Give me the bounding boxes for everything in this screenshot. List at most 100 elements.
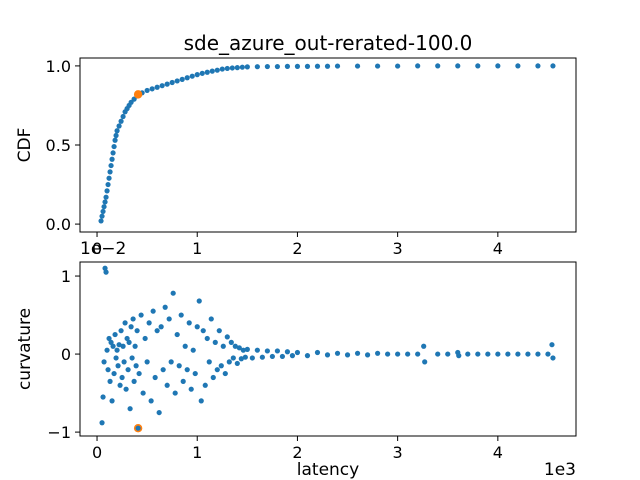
curvature-data-point	[495, 351, 501, 357]
curvature-data-point	[422, 359, 428, 365]
curvature-subplot: 1e−2 0 1 2 3 4 −1 0 1 curvature latency 1e3	[15, 239, 577, 480]
curvature-data-point	[150, 308, 156, 314]
curvature-data-point	[264, 348, 270, 354]
curvature-data-point	[107, 378, 113, 384]
y-tick-label: 0.5	[46, 136, 71, 155]
curvature-data-point	[242, 354, 248, 360]
cdf-data-point	[179, 76, 185, 82]
curvature-data-point	[475, 351, 481, 357]
cdf-data-point	[435, 63, 441, 69]
curvature-data-point	[269, 353, 275, 360]
y-tick-label: 0	[61, 345, 71, 364]
curvature-data-point	[234, 360, 240, 367]
x-tick-label: 2	[292, 443, 302, 462]
curvature-y-scale-label: 1e−2	[80, 239, 126, 259]
curvature-data-point	[166, 316, 172, 322]
curvature-data-point	[106, 335, 112, 342]
curvature-data-point	[168, 359, 174, 365]
cdf-data-point	[184, 75, 190, 81]
curvature-data-point	[142, 335, 148, 342]
curvature-data-point	[184, 367, 190, 373]
chart-title: sde_azure_out-rerated-100.0	[184, 31, 473, 55]
curvature-data-point	[138, 312, 144, 318]
x-tick-label: 0	[92, 443, 102, 462]
cdf-data-point	[204, 69, 210, 75]
cdf-data-point	[274, 63, 280, 70]
curvature-data-point	[111, 370, 117, 377]
curvature-data-point	[144, 359, 150, 365]
cdf-data-point	[264, 63, 270, 70]
cdf-data-point	[254, 64, 260, 70]
cdf-data-point	[113, 132, 119, 139]
curvature-data-point	[274, 348, 280, 354]
cdf-data-point	[106, 175, 112, 181]
cdf-data-point	[239, 64, 245, 70]
curvature-data-point	[160, 367, 166, 373]
curvature-data-point	[162, 304, 168, 310]
curvature-x-ticks: 0 1 2 3 4	[92, 436, 503, 462]
curvature-data-point	[112, 331, 118, 338]
cdf-data-point	[112, 137, 118, 143]
curvature-data-point	[212, 339, 218, 345]
curvature-data-point	[405, 351, 411, 357]
cdf-data-point	[120, 113, 126, 120]
curvature-data-point	[456, 353, 462, 359]
curvature-data-point	[232, 343, 238, 349]
curvature-data-point	[131, 378, 137, 384]
cdf-data-point	[224, 65, 230, 72]
cdf-data-point	[149, 86, 155, 92]
curvature-data-point	[421, 343, 427, 349]
curvature-data-point	[154, 328, 160, 334]
cdf-data-point	[244, 64, 250, 70]
curvature-data-point	[104, 347, 110, 353]
x-tick-label: 1	[192, 239, 202, 258]
cdf-data-point	[209, 68, 215, 74]
curvature-data-point	[334, 350, 341, 356]
cdf-data-point	[324, 63, 331, 69]
curvature-data-point	[99, 420, 105, 426]
curvature-data-point	[216, 328, 222, 334]
cdf-data-point	[314, 63, 321, 69]
cdf-data-point	[144, 87, 150, 94]
curvature-data-point	[119, 374, 125, 381]
curvature-data-point	[206, 359, 212, 365]
curvature-data-point	[415, 351, 421, 357]
curvature-data-point	[214, 367, 220, 373]
curvature-data-point	[158, 324, 164, 330]
x-tick-label: 4	[493, 443, 503, 462]
x-tick-label: 0	[92, 239, 102, 258]
curvature-data-point	[354, 350, 361, 356]
curvature-data-point	[230, 355, 236, 361]
curvature-data-point	[435, 351, 441, 357]
curvature-data-point	[100, 394, 106, 400]
curvature-data-point	[289, 353, 296, 359]
curvature-data-point	[259, 354, 265, 360]
curvature-data-point	[375, 350, 381, 356]
cdf-data-point	[105, 181, 111, 188]
x-tick-label: 2	[292, 239, 302, 258]
curvature-data-point	[133, 363, 139, 369]
cdf-y-ticks: 0.0 0.5 1.0	[46, 57, 80, 234]
cdf-data-point	[535, 63, 541, 69]
cdf-data-point	[294, 63, 301, 69]
curvature-data-point	[127, 406, 133, 412]
curvature-data-point	[114, 347, 120, 353]
curvature-axes-frame	[79, 261, 577, 437]
curvature-data-point	[103, 269, 109, 275]
cdf-y-axis-label: CDF	[15, 128, 35, 163]
curvature-data-point	[465, 351, 471, 357]
y-tick-label: 1.0	[46, 57, 71, 76]
curvature-data-point	[105, 367, 111, 373]
curvature-data-point	[284, 349, 291, 355]
curvature-data-point	[125, 367, 131, 373]
cdf-data-point	[354, 63, 361, 69]
curvature-data-point	[101, 359, 107, 365]
curvature-data-point	[196, 298, 202, 304]
curvature-data-point	[146, 320, 152, 326]
curvature-data-point	[115, 363, 121, 369]
curvature-data-point	[210, 374, 216, 381]
cdf-data-point	[395, 63, 401, 69]
cdf-data-point	[98, 218, 104, 224]
curvature-data-point	[194, 324, 200, 330]
curvature-data-point	[120, 343, 126, 349]
